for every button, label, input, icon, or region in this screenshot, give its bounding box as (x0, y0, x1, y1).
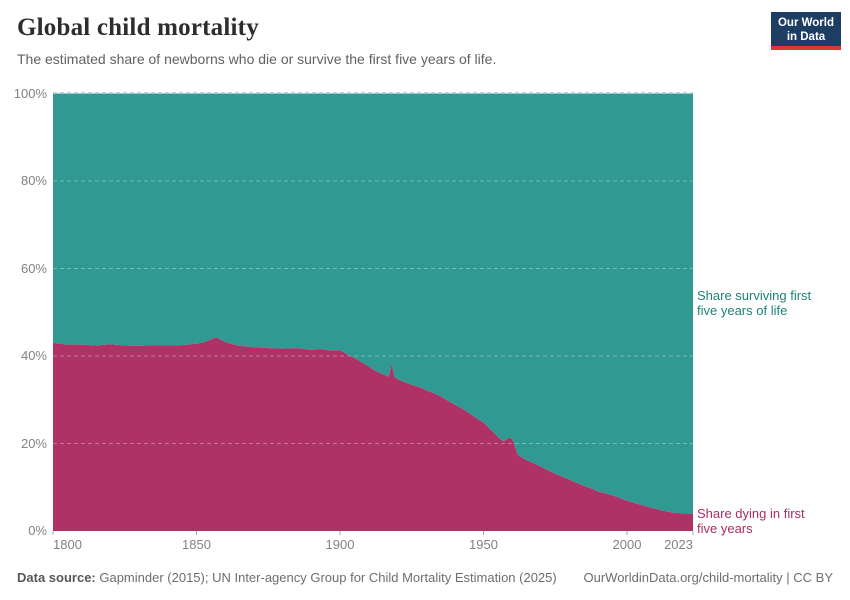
footer-link[interactable]: OurWorldinData.org/child-mortality | CC … (583, 570, 834, 585)
y-axis-label-0: 0% (28, 523, 47, 538)
chart-subtitle: The estimated share of newborns who die … (17, 51, 497, 67)
series-label-dying-line2: five years (697, 520, 753, 536)
x-axis-label-2000: 2000 (612, 537, 642, 552)
x-axis-label-1850: 1850 (182, 537, 211, 552)
footer-datasource-label: Data source: (17, 570, 96, 585)
x-axis-label-1900: 1900 (325, 537, 355, 552)
series-label-surviving-line1: Share surviving first (697, 288, 812, 303)
x-axis-label-1800: 1800 (53, 537, 82, 552)
series-label-surviving: Share surviving first five years of life (697, 288, 837, 318)
series-label-dying-line1: Share dying in first (697, 506, 805, 521)
footer-datasource: Data source: Gapminder (2015); UN Inter-… (17, 570, 557, 585)
area-share-surviving[interactable] (53, 93, 693, 514)
y-axis-label-100: 100% (13, 85, 47, 101)
series-label-dying: Share dying in first five years (697, 506, 837, 536)
owid-logo-line1: Our World (777, 17, 834, 29)
area-share-dying[interactable] (53, 337, 693, 531)
x-axis-label-2023: 2023 (664, 537, 693, 552)
owid-logo-line2: in Data (786, 31, 826, 43)
page-title: Global child mortality (17, 14, 259, 41)
y-axis-label-20: 20% (20, 435, 47, 451)
y-axis-label-60: 60% (20, 260, 47, 276)
owid-logo[interactable]: Our World in Data (771, 12, 841, 50)
footer-datasource-text: Gapminder (2015); UN Inter-agency Group … (95, 570, 557, 585)
y-axis-label-80: 80% (20, 173, 47, 188)
x-axis-label-1950: 1950 (469, 537, 498, 552)
series-label-surviving-line2: five years of life (697, 302, 788, 318)
y-axis-label-40: 40% (20, 348, 47, 363)
